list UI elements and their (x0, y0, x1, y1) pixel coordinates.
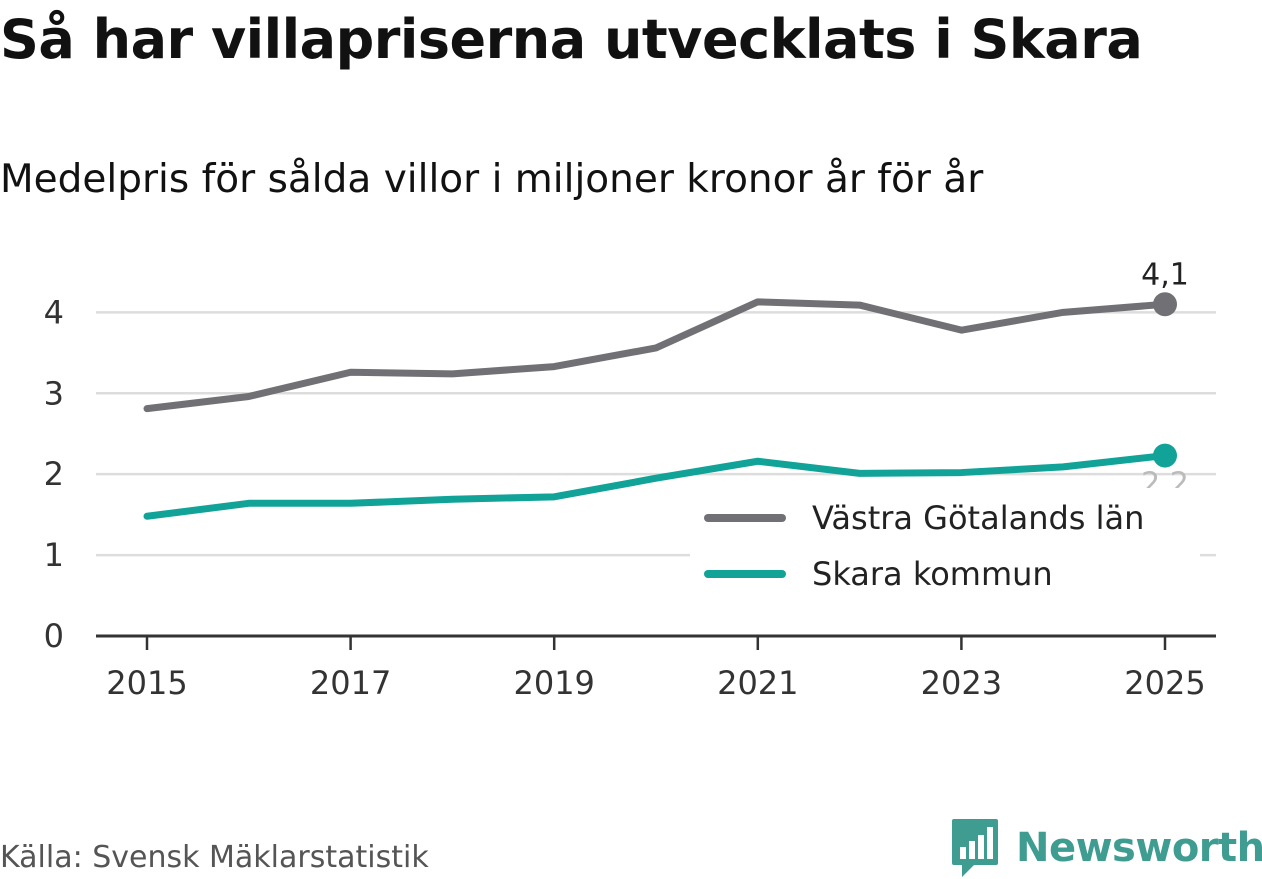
legend: Västra Götalands län Skara kommun (690, 488, 1200, 608)
x-tick-label-2019: 2019 (513, 664, 594, 702)
series-end-point-0 (1153, 292, 1177, 317)
x-tick-label-2021: 2021 (717, 664, 798, 702)
series-line-0 (143, 298, 1169, 413)
legend-label-1: Skara kommun (812, 555, 1053, 593)
x-tick-label-2017: 2017 (310, 664, 391, 702)
x-tick-label-2015: 2015 (106, 664, 187, 702)
brand-logo: Newsworthy (950, 818, 1262, 878)
legend-label-0: Västra Götalands län (812, 499, 1144, 537)
chart-title: Så har villapriserna utvecklats i Skara (0, 8, 1143, 71)
newsworthy-logo-icon (952, 819, 998, 877)
source-note: Källa: Svensk Mäklarstatistik (0, 840, 429, 875)
x-tick-label-2025: 2025 (1124, 664, 1205, 702)
y-tick-label-0: 0 (44, 617, 64, 655)
y-tick-label-2: 2 (44, 455, 64, 493)
axes: 0 1 2 3 4 2015 2017 2019 2021 2023 2025 (44, 293, 1216, 702)
x-tick-label-2023: 2023 (921, 664, 1002, 702)
chart-subtitle: Medelpris för sålda villor i miljoner kr… (0, 157, 984, 202)
brand-name: Newsworthy (1016, 825, 1262, 871)
y-tick-label-1: 1 (44, 536, 64, 574)
series-lines (143, 292, 1177, 520)
legend-background (690, 488, 1200, 608)
end-value-label-0: 4,1 (1141, 257, 1189, 292)
y-tick-label-3: 3 (44, 374, 64, 412)
series-end-point-1 (1153, 443, 1177, 468)
y-tick-label-4: 4 (44, 293, 64, 331)
series-line-1 (143, 452, 1169, 520)
